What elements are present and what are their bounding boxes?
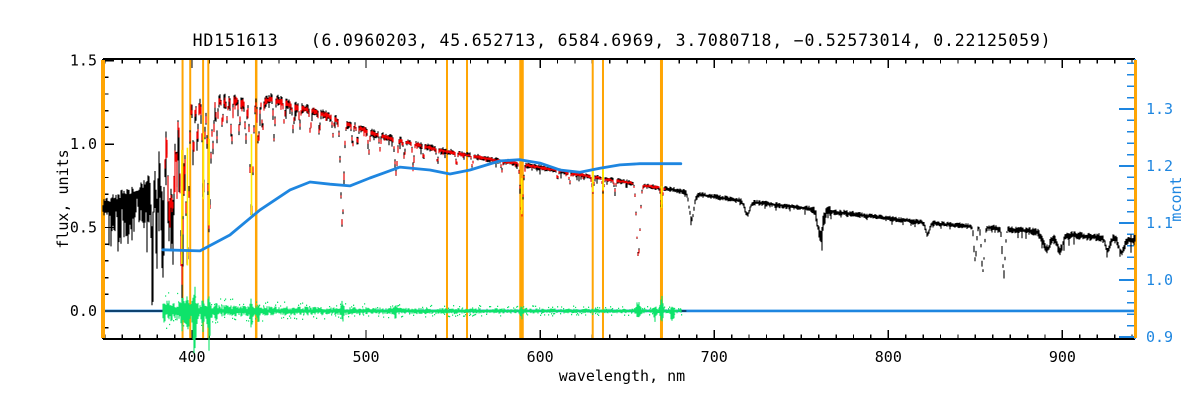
y-right-tick-label: 1.0	[1146, 271, 1173, 289]
y-axis-label-right: mcont	[1167, 176, 1185, 221]
x-axis-label: wavelength, nm	[559, 367, 685, 385]
y-left-tick-label: 0.0	[70, 302, 97, 320]
y-right-tick-label: 1.2	[1146, 157, 1173, 175]
mcont-curve	[161, 158, 683, 253]
x-tick-label: 600	[527, 348, 554, 366]
y-left-tick-label: 1.0	[70, 135, 97, 153]
y-axis-label-left: flux, units	[54, 149, 72, 248]
y-right-tick-label: 0.9	[1146, 328, 1173, 346]
y-right-tick-label: 1.3	[1146, 100, 1173, 118]
x-tick-label: 500	[353, 348, 380, 366]
observed-spectrum	[102, 93, 1136, 326]
marker-lines	[101, 60, 1138, 338]
x-tick-label: 700	[701, 348, 728, 366]
x-tick-label: 900	[1049, 348, 1076, 366]
x-tick-label: 800	[875, 348, 902, 366]
y-left-tick-label: 0.5	[70, 219, 97, 237]
residual-curve	[162, 286, 683, 354]
x-tick-label: 400	[178, 348, 205, 366]
y-left-tick-label: 1.5	[70, 52, 97, 70]
y-right-tick-label: 1.1	[1146, 214, 1173, 232]
plot-title: HD151613 (6.0960203, 45.652713, 6584.696…	[193, 31, 1052, 50]
plot-layers: 400 500 600 700 800 900 0.0 0.5 1.0 1.5 0.9 1.0 1.1 1…	[70, 52, 1173, 366]
masked-cores	[181, 133, 663, 266]
